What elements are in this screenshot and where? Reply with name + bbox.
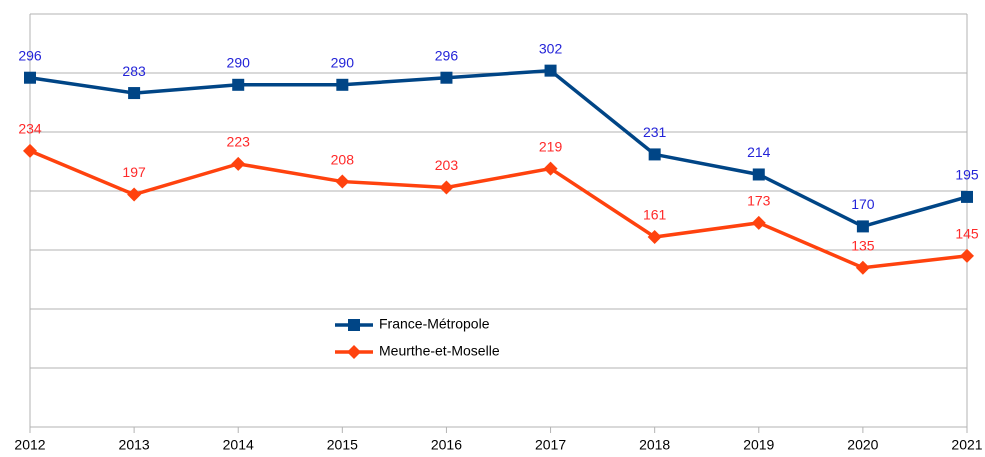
data-label: 296 <box>435 47 459 63</box>
data-label: 145 <box>955 226 979 242</box>
series-line <box>29 149 968 270</box>
x-tick-label: 2014 <box>223 437 254 453</box>
data-label: 302 <box>539 40 563 56</box>
data-label: 296 <box>18 47 42 63</box>
data-label: 219 <box>539 138 563 154</box>
marker <box>335 174 350 189</box>
data-label: 234 <box>18 121 42 137</box>
marker <box>128 87 141 100</box>
marker <box>648 148 661 161</box>
data-label: 208 <box>331 151 355 167</box>
x-tick-label: 2012 <box>14 437 45 453</box>
marker <box>232 78 245 91</box>
data-label: 231 <box>643 124 667 140</box>
marker <box>961 190 973 203</box>
data-label: 195 <box>955 167 979 183</box>
marker <box>855 260 870 275</box>
series-line <box>29 68 968 229</box>
marker <box>23 143 37 158</box>
legend-label: France-Métropole <box>379 316 490 332</box>
data-label: 223 <box>227 134 251 150</box>
marker <box>231 156 246 171</box>
marker <box>543 161 558 176</box>
marker <box>439 180 454 195</box>
x-tick-label: 2015 <box>327 437 358 453</box>
marker <box>752 168 765 181</box>
x-tick-label: 2019 <box>743 437 774 453</box>
marker <box>440 71 453 84</box>
data-label: 283 <box>122 63 146 79</box>
marker <box>856 220 869 233</box>
data-label: 135 <box>851 237 875 253</box>
data-label: 203 <box>435 157 459 173</box>
data-label: 290 <box>331 55 355 71</box>
x-tick-label: 2016 <box>431 437 462 453</box>
legend-label: Meurthe-et-Moselle <box>379 343 500 359</box>
data-label: 161 <box>643 207 667 223</box>
data-label: 173 <box>747 193 771 209</box>
marker <box>127 187 142 202</box>
data-label: 197 <box>122 164 146 180</box>
marker <box>544 64 557 77</box>
x-tick-label: 2020 <box>847 437 878 453</box>
marker <box>336 78 349 91</box>
x-tick-label: 2013 <box>119 437 150 453</box>
marker <box>751 215 766 230</box>
marker <box>348 319 360 331</box>
x-tick-label: 2018 <box>639 437 670 453</box>
marker <box>960 248 974 263</box>
marker <box>24 71 36 84</box>
marker <box>347 345 361 359</box>
data-label: 290 <box>227 55 251 71</box>
data-label: 214 <box>747 144 771 160</box>
data-label: 170 <box>851 196 875 212</box>
marker <box>647 230 662 245</box>
x-tick-label: 2017 <box>535 437 566 453</box>
x-tick-label: 2021 <box>951 437 982 453</box>
